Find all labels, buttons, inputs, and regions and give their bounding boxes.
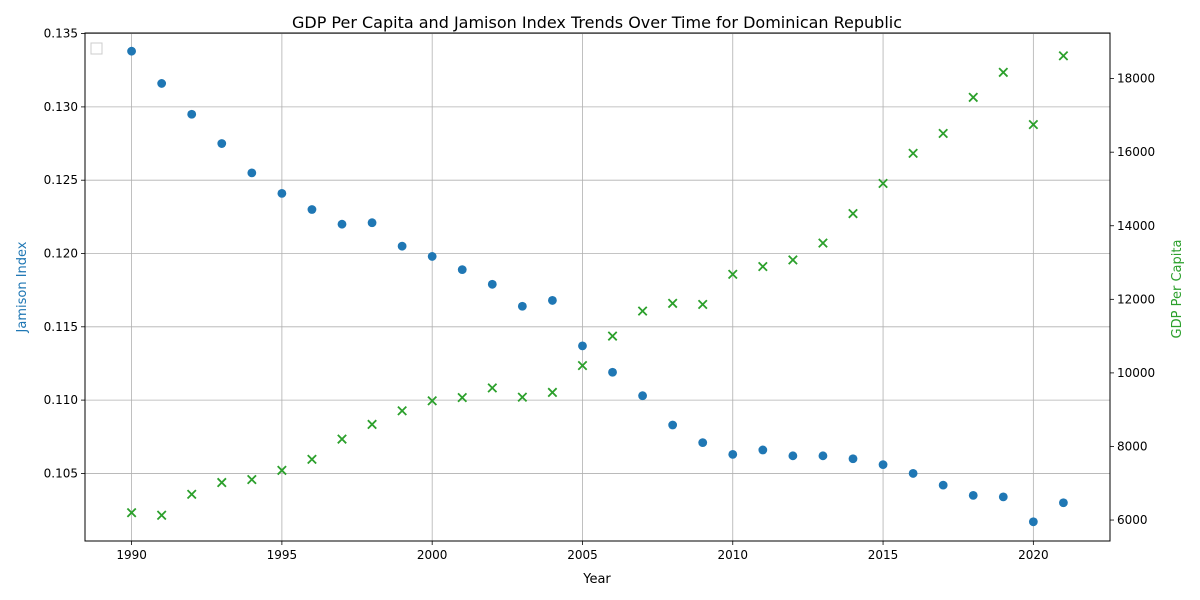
gdp-per-capita-point — [337, 434, 347, 444]
left-y-tick-label: 0.105 — [44, 466, 78, 480]
gdp-per-capita-point — [307, 454, 317, 465]
jamison-index-point — [517, 301, 527, 311]
gdp-per-capita-point — [397, 405, 407, 416]
chart-title: GDP Per Capita and Jamison Index Trends … — [292, 13, 902, 32]
plot-frame — [84, 32, 1111, 542]
left-y-tick-label: 0.125 — [44, 173, 78, 187]
gdp-per-capita-point — [607, 331, 618, 341]
jamison-index-point — [127, 46, 136, 56]
x-tick-label: 2000 — [417, 548, 448, 562]
left-y-tick-label: 0.110 — [44, 393, 78, 407]
grid — [85, 33, 1110, 541]
jamison-index-point — [968, 491, 978, 500]
gdp-per-capita-point — [487, 383, 498, 393]
right-y-tick-label: 16000 — [1117, 145, 1155, 159]
jamison-index-point — [878, 460, 888, 470]
jamison-index-point — [818, 451, 828, 461]
x-tick-label: 2005 — [567, 548, 598, 562]
gdp-per-capita-point — [697, 299, 708, 310]
x-axis: 1990 1995 2000 2005 2010 2015 2020 — [116, 541, 1049, 562]
gdp-per-capita-point — [788, 255, 798, 265]
jamison-index-point — [307, 205, 317, 214]
right-y-tick-label: 12000 — [1117, 292, 1155, 306]
x-tick-label: 1990 — [116, 548, 147, 562]
left-y-tick-label: 0.120 — [44, 246, 78, 260]
jamison-index-point — [487, 279, 497, 289]
right-y-axis: 6000 8000 10000 12000 14000 16000 18000 — [1110, 72, 1155, 527]
jamison-index-point — [938, 480, 948, 490]
right-y-tick-label: 6000 — [1117, 513, 1148, 527]
jamison-index-point — [608, 367, 617, 377]
right-y-axis-label: GDP Per Capita — [1170, 240, 1185, 339]
jamison-index-point — [638, 391, 647, 401]
jamison-index-series — [127, 46, 1068, 527]
left-y-tick-label: 0.130 — [44, 100, 78, 114]
gdp-per-capita-point — [878, 178, 888, 189]
x-tick-label: 1995 — [267, 548, 298, 562]
jamison-index-point — [668, 420, 678, 430]
x-axis-label: Year — [582, 572, 611, 587]
gdp-per-capita-point — [547, 387, 558, 398]
jamison-index-point — [277, 188, 287, 198]
gdp-per-capita-point — [277, 465, 287, 476]
gdp-per-capita-point — [577, 360, 588, 371]
gdp-per-capita-point — [457, 392, 468, 403]
gdp-per-capita-point — [1028, 119, 1039, 130]
x-tick-label: 2020 — [1018, 548, 1049, 562]
left-y-axis: 0.105 0.110 0.115 0.120 0.125 0.130 0.135 — [44, 27, 85, 480]
gdp-per-capita-point — [998, 67, 1009, 78]
left-y-tick-label: 0.115 — [44, 320, 78, 334]
gdp-per-capita-point — [156, 510, 167, 521]
jamison-index-point — [187, 109, 197, 119]
jamison-index-point — [758, 445, 768, 455]
jamison-index-point — [217, 139, 227, 148]
gdp-per-capita-point — [186, 489, 197, 500]
gdp-per-capita-point — [938, 128, 949, 139]
gdp-per-capita-point — [427, 396, 438, 406]
gdp-per-capita-point — [757, 261, 768, 272]
legend-box — [90, 42, 103, 55]
jamison-index-point — [578, 341, 587, 351]
jamison-index-point — [247, 168, 257, 178]
jamison-index-point — [1028, 517, 1038, 527]
jamison-index-point — [998, 492, 1008, 502]
jamison-index-point — [698, 438, 708, 448]
jamison-index-point — [788, 451, 798, 461]
gdp-per-capita-point — [727, 269, 738, 280]
gdp-per-capita-point — [637, 306, 648, 316]
gdp-per-capita-point — [367, 419, 377, 430]
jamison-index-point — [457, 265, 467, 275]
jamison-index-point — [427, 252, 437, 261]
gdp-per-capita-point — [968, 92, 979, 103]
jamison-index-point — [1059, 498, 1068, 508]
gdp-per-capita-point — [517, 392, 528, 403]
gdp-per-capita-point — [667, 298, 678, 309]
x-tick-label: 2015 — [868, 548, 899, 562]
jamison-index-point — [157, 79, 167, 88]
jamison-index-point — [848, 454, 858, 464]
jamison-index-point — [367, 218, 377, 228]
gdp-per-capita-point — [908, 148, 918, 159]
jamison-index-point — [728, 449, 738, 459]
gdp-per-capita-point — [848, 208, 858, 219]
right-y-tick-label: 8000 — [1117, 439, 1148, 453]
left-y-axis-label: Jamison Index — [15, 241, 30, 333]
gdp-per-capita-point — [216, 477, 227, 488]
gdp-per-capita-point — [1058, 50, 1069, 61]
left-y-tick-label: 0.135 — [44, 27, 78, 41]
right-y-tick-label: 14000 — [1117, 219, 1155, 233]
gdp-per-capita-point — [818, 238, 828, 248]
gdp-per-capita-point — [246, 474, 257, 485]
right-y-tick-label: 18000 — [1117, 72, 1155, 86]
right-y-tick-label: 10000 — [1117, 366, 1155, 380]
gdp-per-capita-series — [126, 50, 1069, 521]
jamison-index-point — [337, 219, 347, 229]
jamison-index-point — [548, 296, 557, 305]
x-tick-label: 2010 — [717, 548, 748, 562]
jamison-index-point — [908, 469, 918, 478]
jamison-index-point — [397, 241, 407, 251]
gdp-per-capita-point — [126, 507, 137, 518]
